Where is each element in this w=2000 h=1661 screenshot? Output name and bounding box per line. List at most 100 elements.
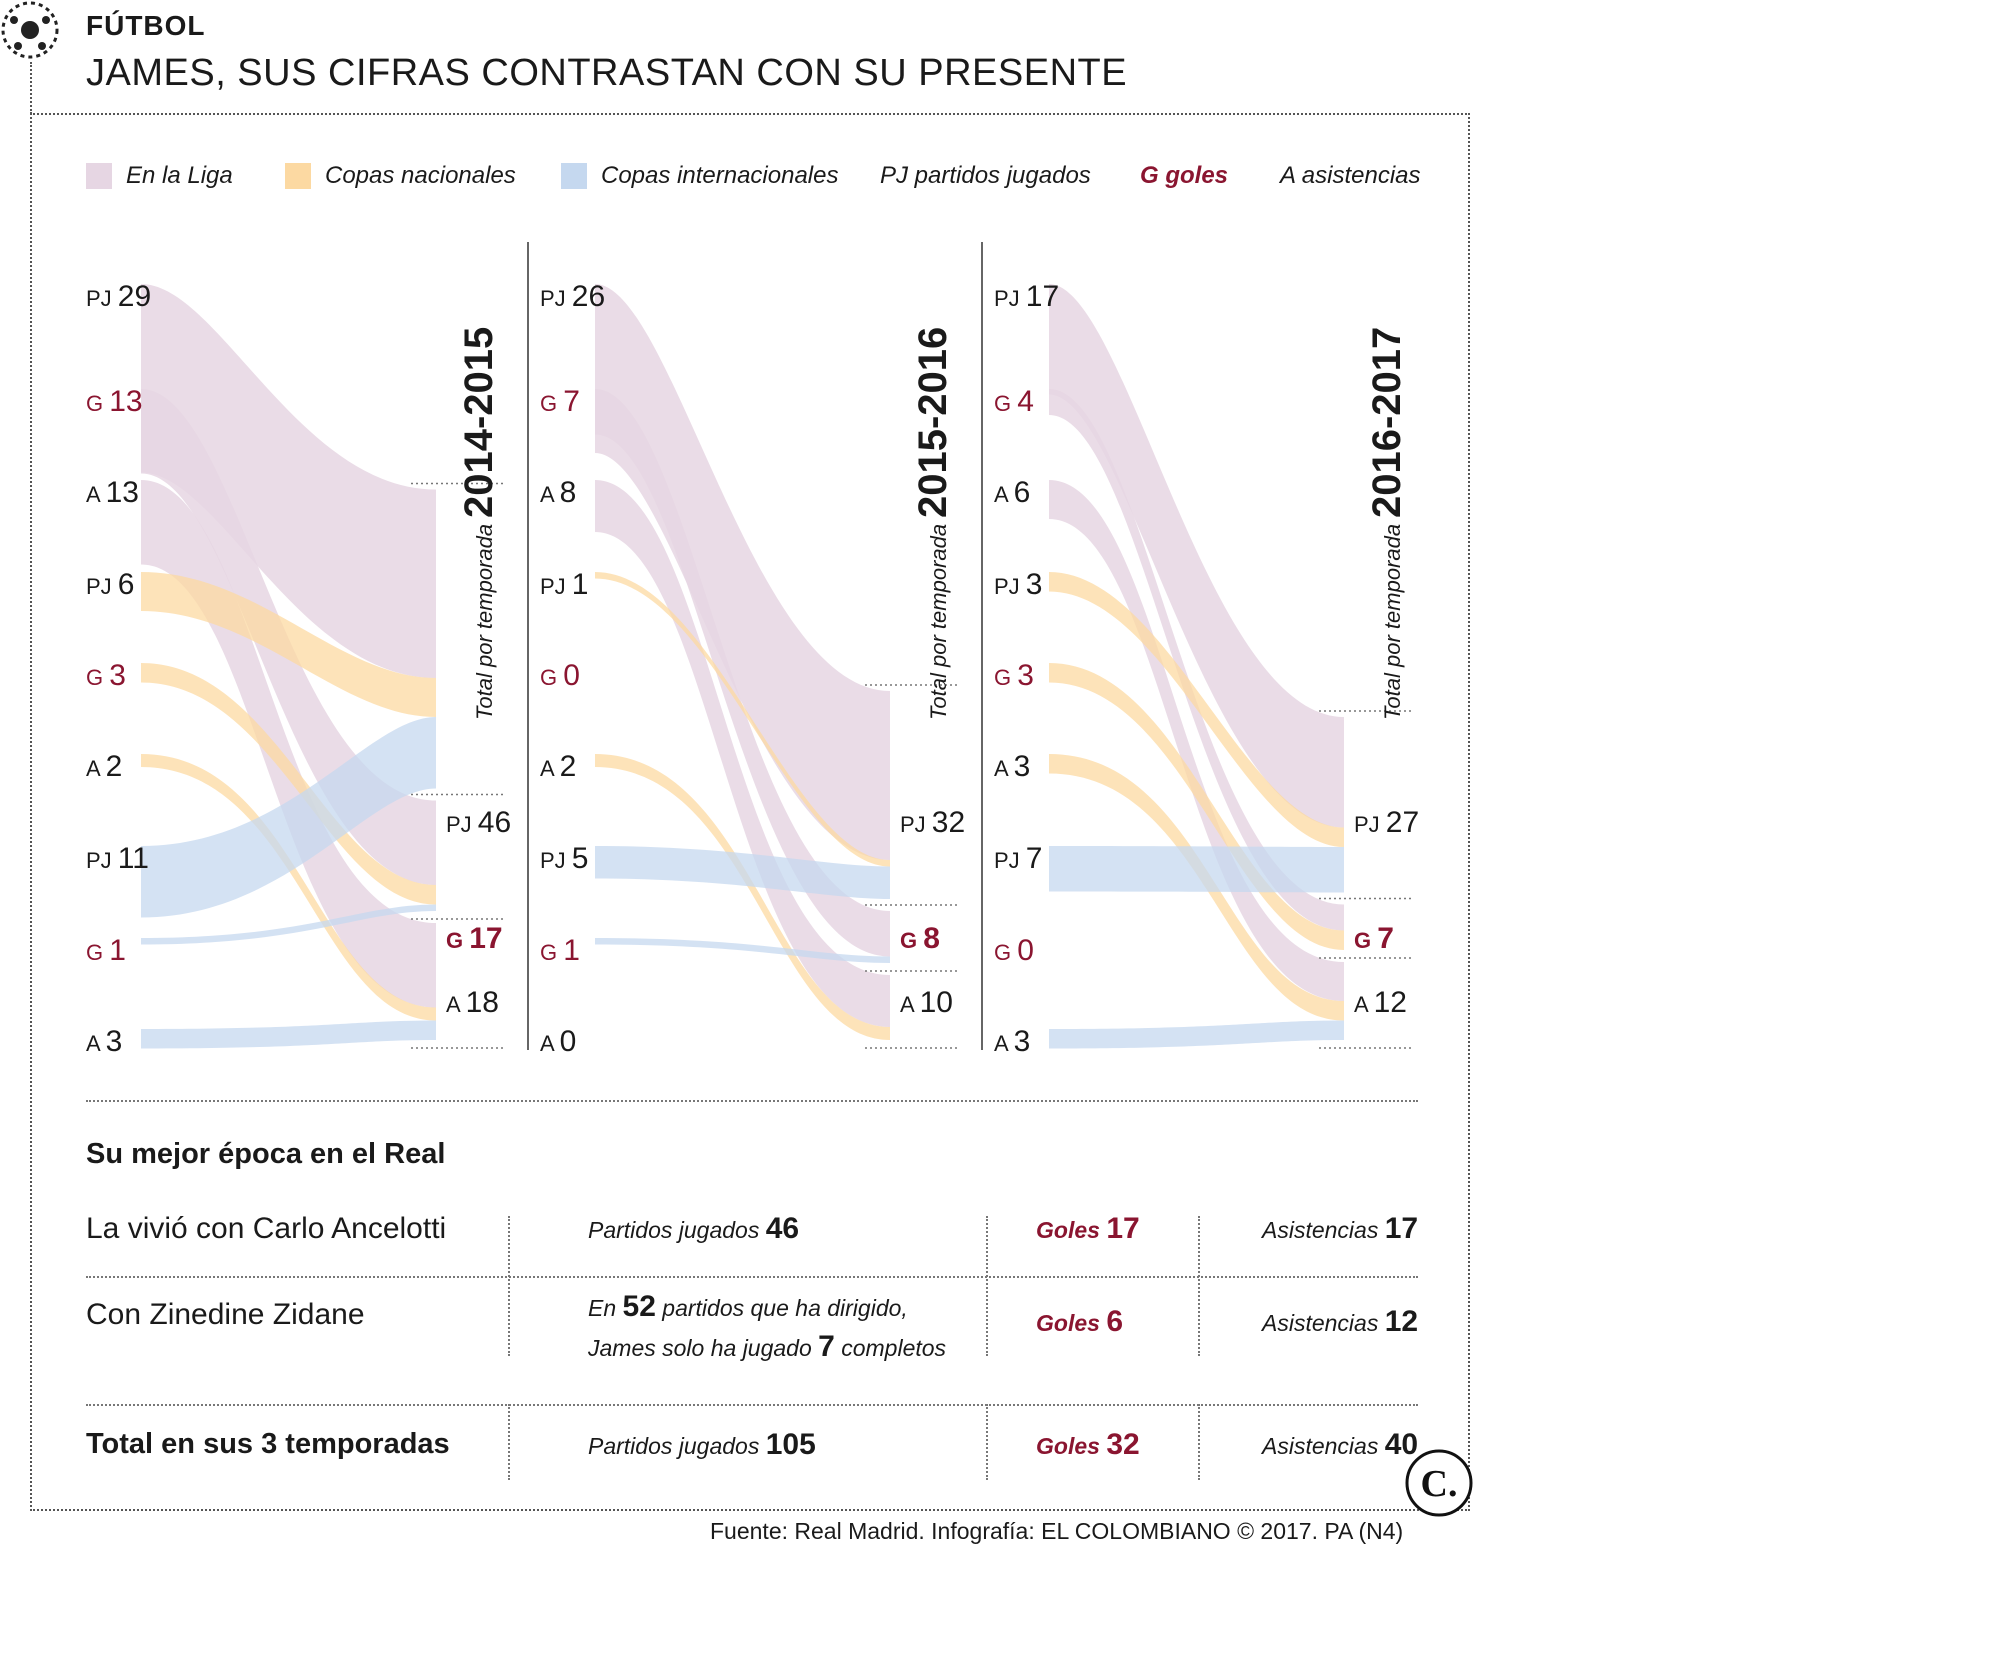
left-label-a: A 6: [994, 476, 1030, 509]
left-label-a: A 3: [994, 1025, 1030, 1058]
left-label-pj: PJ 7: [994, 842, 1042, 875]
flow-liga-pj: [141, 284, 436, 678]
left-label-a: A 13: [86, 476, 139, 509]
total-label-pj: PJ 46: [446, 806, 511, 839]
column-divider: [1198, 1216, 1200, 1356]
legend-label: PJ partidos jugados: [880, 162, 1091, 189]
left-label-a: A 2: [540, 750, 576, 783]
left-label-g: G 1: [540, 934, 580, 967]
row-ancelotti-label: La vivió con Carlo Ancelotti: [86, 1212, 447, 1245]
left-label-g: G 3: [86, 659, 126, 692]
season-caption: Total por temporada: [472, 524, 497, 720]
left-label-g: G 0: [994, 934, 1034, 967]
section-kicker: FÚTBOL: [86, 10, 206, 41]
value: 7: [818, 1330, 835, 1363]
left-label-pj: PJ 11: [86, 842, 149, 875]
flow-liga-a: [595, 480, 890, 1027]
left-label-a: A 0: [540, 1025, 576, 1058]
left-label-g: G 1: [86, 934, 126, 967]
total-label-a: A 10: [900, 986, 953, 1019]
zidane-asistencias: Asistencias 12: [1262, 1305, 1418, 1339]
left-label-pj: PJ 29: [86, 280, 151, 313]
logo-text: C.: [1421, 1463, 1458, 1505]
season-caption: Total por temporada: [1380, 524, 1405, 720]
total-label-a: A 18: [446, 986, 499, 1019]
flow-internacionales-a: [141, 1020, 436, 1049]
left-label-a: A 2: [86, 750, 122, 783]
zidane-line-1: En 52 partidos que ha dirigido,: [588, 1290, 908, 1324]
asistencias-text: Asistencias: [1262, 1310, 1379, 1336]
flow-internacionales-pj: [141, 717, 436, 918]
nacionales-swatch-icon: [285, 163, 311, 189]
left-label-a: A 3: [86, 1025, 122, 1058]
goles-value: 6: [1106, 1305, 1123, 1338]
source-credit: Fuente: Real Madrid. Infografía: EL COLO…: [710, 1518, 1404, 1544]
ancelotti-asistencias: Asistencias 17: [1262, 1212, 1418, 1246]
table-title: Su mejor época en el Real: [86, 1138, 446, 1170]
left-label-pj: PJ 17: [994, 280, 1059, 313]
flow-internacionales-g: [595, 938, 890, 963]
flow-internacionales-pj: [1049, 846, 1344, 893]
legend-liga: En la Liga: [86, 162, 233, 190]
flow-internacionales-a: [1049, 1020, 1344, 1049]
legend-g: G goles: [1140, 162, 1228, 190]
left-label-g: G 3: [994, 659, 1034, 692]
left-label-a: A 3: [994, 750, 1030, 783]
infographic-frame: [30, 113, 1470, 1511]
asistencias-value: 17: [1384, 1212, 1419, 1245]
pj-text: Partidos jugados: [588, 1433, 760, 1459]
left-label-g: G 7: [540, 385, 580, 418]
season-caption: Total por temporada: [926, 524, 951, 720]
left-label-pj: PJ 26: [540, 280, 605, 313]
zidane-goles: Goles 6: [1036, 1305, 1123, 1339]
left-label-g: G 4: [994, 385, 1034, 418]
total-label-g: G 7: [1354, 922, 1394, 955]
row-zidane-label: Con Zinedine Zidane: [86, 1298, 365, 1331]
left-label-g: G 0: [540, 659, 580, 692]
legend-pj: PJ partidos jugados: [880, 162, 1091, 190]
total-label-g: G 17: [446, 922, 503, 955]
goles-text: Goles: [1036, 1433, 1100, 1459]
row-total-label: Total en sus 3 temporadas: [86, 1428, 450, 1460]
total-pj: Partidos jugados 105: [588, 1428, 816, 1462]
left-label-pj: PJ 6: [86, 568, 134, 601]
legend-label: Copas nacionales: [325, 162, 516, 189]
legend-internacionales: Copas internacionales: [561, 162, 838, 190]
total-label-a: A 12: [1354, 986, 1407, 1019]
text: completos: [841, 1335, 947, 1361]
row-divider: [86, 1404, 1418, 1406]
column-divider: [986, 1216, 988, 1356]
goles-text: Goles: [1036, 1310, 1100, 1336]
text: En: [588, 1295, 617, 1321]
row-divider: [86, 1276, 1418, 1278]
legend-label: G goles: [1140, 162, 1229, 189]
pj-value: 46: [765, 1212, 800, 1245]
text: James solo ha jugado: [588, 1335, 812, 1361]
column-divider: [508, 1216, 510, 1356]
flow-liga-g: [595, 389, 890, 957]
soccer-ball-icon: [1, 1, 59, 59]
legend-label: A asistencias: [1280, 162, 1421, 189]
column-divider: [986, 1404, 988, 1480]
table-top-divider: [86, 1100, 1418, 1102]
zidane-line-2: James solo ha jugado 7 completos: [588, 1330, 946, 1364]
el-colombiano-logo-icon: C.: [1405, 1449, 1473, 1517]
page-title: JAMES, SUS CIFRAS CONTRASTAN CON SU PRES…: [86, 52, 1128, 94]
legend-label: Copas internacionales: [601, 162, 839, 189]
legend-nacionales: Copas nacionales: [285, 162, 516, 190]
flow-internacionales-pj: [595, 846, 890, 899]
total-label-g: G 8: [900, 922, 940, 955]
goles-value: 17: [1106, 1212, 1140, 1245]
asistencias-value: 40: [1384, 1428, 1419, 1461]
column-divider: [508, 1404, 510, 1480]
text: partidos que ha dirigido,: [662, 1295, 908, 1321]
liga-swatch-icon: [86, 163, 112, 189]
flow-internacionales-g: [141, 904, 436, 945]
flow-liga-g: [141, 389, 436, 885]
flow-liga-pj: [595, 284, 890, 860]
total-label-pj: PJ 32: [900, 806, 965, 839]
pj-value: 105: [765, 1428, 816, 1461]
pj-text: Partidos jugados: [588, 1217, 760, 1243]
left-label-pj: PJ 1: [540, 568, 588, 601]
